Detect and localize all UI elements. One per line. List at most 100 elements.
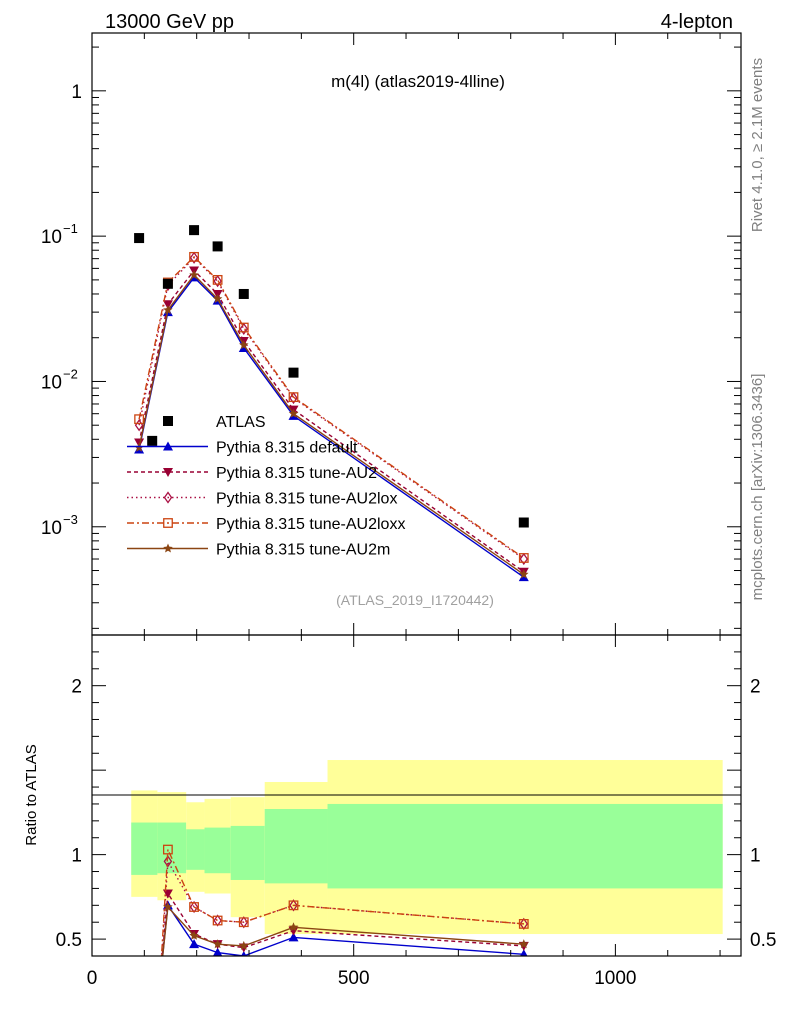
- data-point-0: [134, 233, 145, 244]
- ytick-main-label-1: 10: [41, 372, 62, 393]
- data-point-6: [288, 367, 299, 378]
- ratio-marker-2-5: [289, 899, 298, 912]
- ytick-ratio-label-left-1: 1: [71, 846, 82, 867]
- band-green-6: [327, 803, 723, 889]
- plot-title: m(4l) (atlas2019-4lline): [331, 72, 505, 91]
- xtick-label-1: 500: [338, 968, 370, 989]
- axis-ticks: [91, 33, 741, 956]
- beam-label: 13000 GeV pp: [105, 11, 234, 33]
- ratio-marker-0-4: [241, 951, 247, 956]
- ratio-marker-4-6: [519, 939, 529, 949]
- legend-marker-1: [163, 441, 173, 451]
- rivet-info: Rivet 4.1.0, ≥ 2.1M events: [749, 58, 766, 232]
- ratio-marker-4-3: [212, 939, 223, 949]
- main-marker-0-4: [238, 342, 249, 352]
- main-marker-2-2: [189, 251, 199, 264]
- ratio-marker-4-2: [189, 930, 199, 940]
- ratio-marker-0-3: [212, 947, 223, 956]
- data-point-2: [162, 278, 173, 289]
- ratio-marker-4-0: [155, 976, 165, 985]
- data-point-1: [147, 435, 158, 446]
- ratio-marker-0-5: [288, 932, 299, 942]
- ratio-marker-2-3: [213, 914, 222, 927]
- ratio-marker-3-1: [162, 844, 173, 855]
- ratio-marker-1-0: [155, 977, 165, 986]
- main-marker-4-6: [519, 569, 529, 579]
- data-point-5: [238, 288, 249, 299]
- legend-label-1: Pythia 8.315 default: [216, 440, 358, 457]
- main-marker-4-5: [288, 408, 299, 418]
- ratio-marker-2-6: [519, 917, 529, 931]
- main-marker-3-5: [288, 392, 299, 403]
- ratio-marker-2-0: [157, 976, 164, 986]
- main-marker-3-2: [189, 251, 199, 262]
- ytick-main-exp-0: −3: [63, 512, 78, 527]
- data-point-3: [189, 225, 200, 236]
- ratio-series: [155, 844, 529, 986]
- ratio-line-3: [160, 849, 524, 956]
- main-marker-3-3: [212, 274, 223, 285]
- legend-label-4: Pythia 8.315 tune-AU2loxx: [216, 516, 405, 533]
- main-marker-2-6: [519, 552, 529, 566]
- data-point-7: [518, 517, 529, 528]
- legend-marker-3: [163, 491, 173, 504]
- legend-label-0: ATLAS: [216, 414, 266, 431]
- ratio-marker-4-1: [163, 902, 173, 912]
- legend-label-3: Pythia 8.315 tune-AU2lox: [216, 491, 397, 508]
- ratio-marker-3-5: [288, 900, 299, 911]
- main-marker-3-6: [518, 553, 529, 563]
- ratio-marker-2-4: [239, 916, 249, 929]
- main-marker-2-3: [213, 275, 222, 288]
- ytick-main-label-0: 10: [41, 518, 62, 539]
- xtick-label-0: 0: [87, 968, 98, 989]
- band-green-3: [204, 827, 231, 874]
- main-marker-2-4: [239, 322, 249, 336]
- ytick-main-label-3: 1: [71, 82, 82, 103]
- band-green-4: [230, 825, 265, 880]
- main-marker-4-4: [239, 340, 249, 350]
- ytick-ratio-label-left-0: 0.5: [56, 930, 82, 951]
- ratio-marker-0-6: [520, 949, 528, 956]
- main-frame: [91, 32, 742, 636]
- ytick-main-exp-2: −1: [63, 221, 78, 236]
- ytick-main-label-2: 10: [41, 227, 62, 248]
- ratio-marker-2-1: [163, 855, 173, 868]
- main-line-3: [138, 255, 525, 559]
- data-point-4: [212, 241, 223, 252]
- ytick-ratio-label-right-2: 2: [750, 677, 761, 698]
- legend: ATLAS Pythia 8.315 default Pythia 8.315 tu…: [127, 414, 405, 559]
- analysis-ref: (ATLAS_2019_I1720442): [336, 592, 494, 608]
- band-green-0: [131, 822, 158, 875]
- ratio-marker-1-1: [162, 889, 173, 899]
- main-line-2: [138, 256, 525, 560]
- main-marker-4-3: [212, 293, 223, 303]
- ytick-ratio-label-right-1: 1: [750, 846, 761, 867]
- ratio-marker-0-2: [189, 939, 200, 949]
- main-marker-3-0: [134, 414, 145, 425]
- ratio-marker-4-4: [239, 940, 249, 950]
- ratio-marker-0-0: [155, 976, 165, 985]
- xtick-label-2: 1000: [594, 968, 636, 989]
- main-marker-3-4: [238, 322, 249, 333]
- mcplots-info: mcplots.cern.ch [arXiv:1306.3436]: [749, 374, 766, 601]
- ytick-ratio-label-right-0: 0.5: [750, 930, 776, 951]
- ratio-marker-3-0: [156, 977, 165, 986]
- legend-marker-5: [163, 543, 173, 553]
- main-marker-4-2: [189, 270, 199, 280]
- legend-label-5: Pythia 8.315 tune-AU2m: [216, 542, 390, 559]
- ratio-marker-3-3: [212, 915, 223, 926]
- ratio-marker-3-4: [238, 917, 249, 928]
- main-marker-4-1: [163, 305, 173, 315]
- process-label: 4-lepton: [661, 11, 733, 33]
- ratio-marker-2-2: [189, 900, 199, 914]
- ratio-bands: [131, 760, 723, 935]
- band-green-2: [186, 829, 205, 870]
- ratio-marker-3-2: [189, 902, 199, 912]
- legend-marker-2: [163, 468, 173, 477]
- band-green-5: [264, 809, 328, 884]
- ytick-ratio-label-left-2: 2: [71, 677, 82, 698]
- atlas-data-points: [134, 225, 529, 528]
- legend-label-2: Pythia 8.315 tune-AU2: [216, 465, 377, 482]
